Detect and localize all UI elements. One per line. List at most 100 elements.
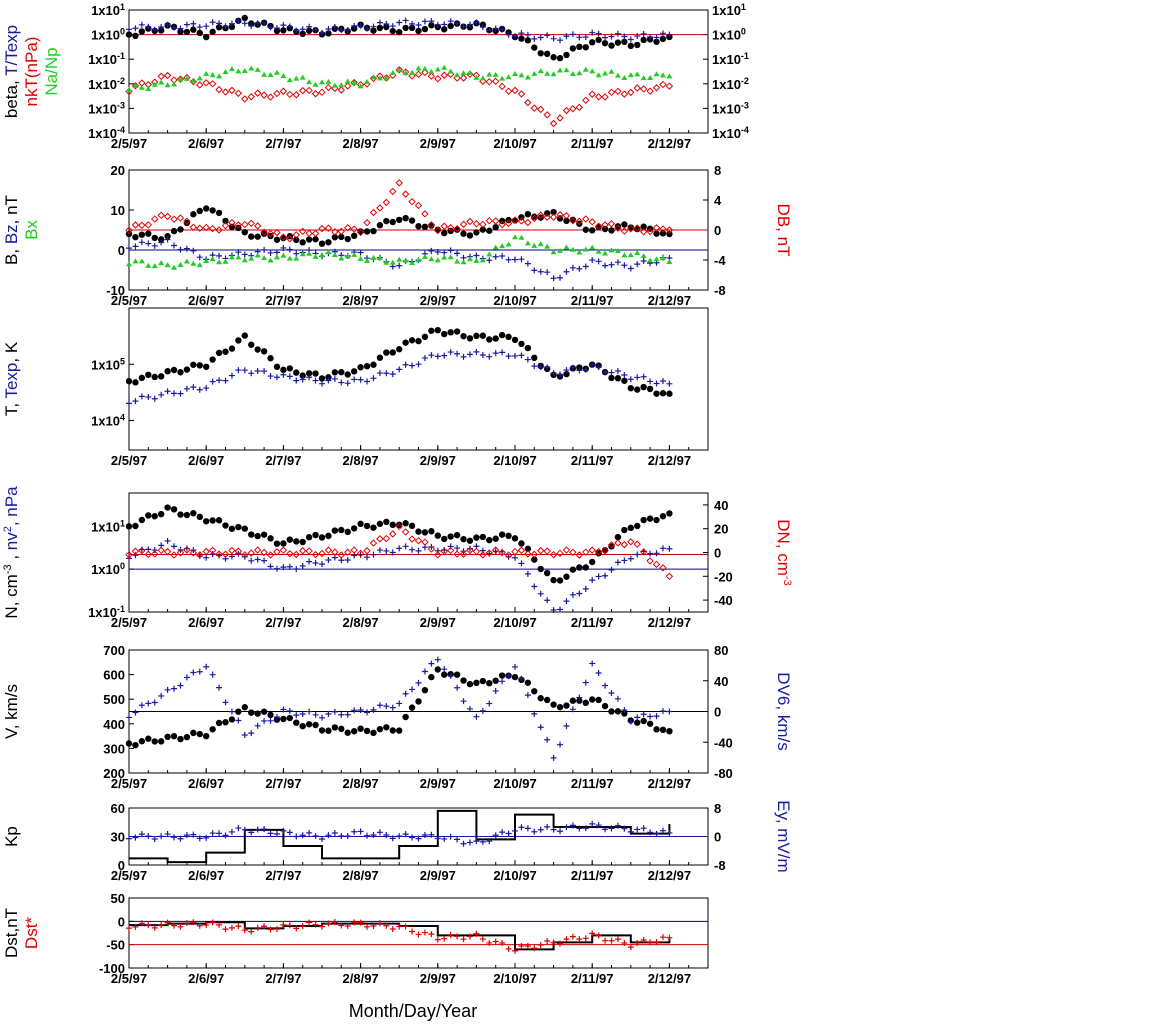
data-point <box>524 260 531 267</box>
data-point <box>454 350 461 357</box>
data-point <box>171 834 178 841</box>
data-point <box>627 828 634 835</box>
data-point <box>293 75 300 81</box>
data-point <box>196 668 203 675</box>
data-point <box>279 546 288 554</box>
data-point <box>305 370 313 377</box>
data-point <box>415 679 422 686</box>
data-point <box>318 549 326 558</box>
data-point <box>549 551 558 559</box>
data-point <box>537 724 544 731</box>
data-point <box>145 240 152 247</box>
data-point <box>640 223 647 230</box>
data-point <box>441 835 448 842</box>
data-point <box>472 547 481 556</box>
data-point <box>376 535 384 543</box>
data-point <box>414 201 423 210</box>
data-point <box>466 933 473 940</box>
data-point <box>518 72 525 78</box>
data-point <box>183 733 191 741</box>
y-axis-label: N, cm-3 , nv2, nPa <box>2 486 21 619</box>
data-point <box>582 246 589 252</box>
data-point <box>325 557 332 564</box>
data-point <box>460 332 467 340</box>
data-point <box>350 368 358 375</box>
data-point <box>319 79 325 85</box>
x-tick-label: 2/5/97 <box>111 776 147 791</box>
data-point <box>589 820 596 827</box>
data-point <box>170 227 178 235</box>
data-point <box>177 226 184 233</box>
data-point <box>171 242 178 249</box>
data-point <box>222 926 229 933</box>
tick-exponent: 0 <box>741 27 746 37</box>
data-point <box>550 576 557 584</box>
data-point <box>190 729 197 737</box>
data-point <box>151 81 158 87</box>
data-point <box>621 377 628 384</box>
data-point <box>293 369 300 376</box>
y-axis-label-2: nkT(nPa) <box>22 37 41 107</box>
data-point <box>518 256 525 263</box>
data-point <box>171 685 178 692</box>
data-point <box>260 708 268 715</box>
data-point <box>331 548 339 556</box>
data-point <box>396 700 403 707</box>
data-point <box>267 563 274 570</box>
data-point <box>453 550 461 558</box>
data-point <box>666 708 673 715</box>
data-point <box>531 267 538 274</box>
data-point <box>312 711 319 718</box>
data-point <box>241 228 248 236</box>
data-point <box>286 922 293 929</box>
data-point <box>421 68 429 77</box>
x-tick-label: 2/9/97 <box>420 136 456 151</box>
data-point <box>190 26 197 33</box>
data-point <box>351 707 358 714</box>
data-point <box>576 936 583 943</box>
data-point <box>369 74 378 83</box>
data-point <box>190 247 197 254</box>
data-point <box>383 21 390 28</box>
data-point <box>138 374 146 382</box>
data-point <box>266 93 275 101</box>
data-point <box>582 585 589 592</box>
tick-exponent: -2 <box>741 76 749 86</box>
data-point <box>492 25 499 32</box>
data-point <box>653 726 660 733</box>
data-point <box>498 672 506 679</box>
data-point <box>408 197 416 206</box>
data-point <box>183 674 190 681</box>
x-tick-label: 2/10/97 <box>493 136 536 151</box>
y-tick-label: 1x10-1 <box>88 51 125 67</box>
data-point <box>344 235 351 243</box>
data-point <box>537 826 544 833</box>
data-point <box>421 223 429 231</box>
data-point <box>466 217 474 226</box>
data-point <box>537 364 544 371</box>
data-point <box>537 695 544 702</box>
data-point <box>640 253 647 259</box>
data-point <box>440 222 448 230</box>
data-point <box>595 670 602 677</box>
data-point <box>357 255 364 261</box>
data-point <box>627 555 634 562</box>
data-point <box>512 234 518 240</box>
data-point <box>215 719 223 727</box>
data-point <box>273 374 280 381</box>
data-point <box>531 828 538 835</box>
data-point <box>563 598 570 605</box>
data-point <box>151 215 159 223</box>
data-point <box>177 28 184 36</box>
data-point <box>138 21 145 28</box>
data-point <box>203 33 210 41</box>
data-point <box>138 393 145 400</box>
data-point <box>376 702 383 709</box>
data-point <box>453 671 461 678</box>
data-point <box>396 346 403 353</box>
data-point <box>196 835 203 842</box>
data-point <box>370 524 377 531</box>
data-point <box>479 75 486 81</box>
data-point <box>286 255 293 261</box>
